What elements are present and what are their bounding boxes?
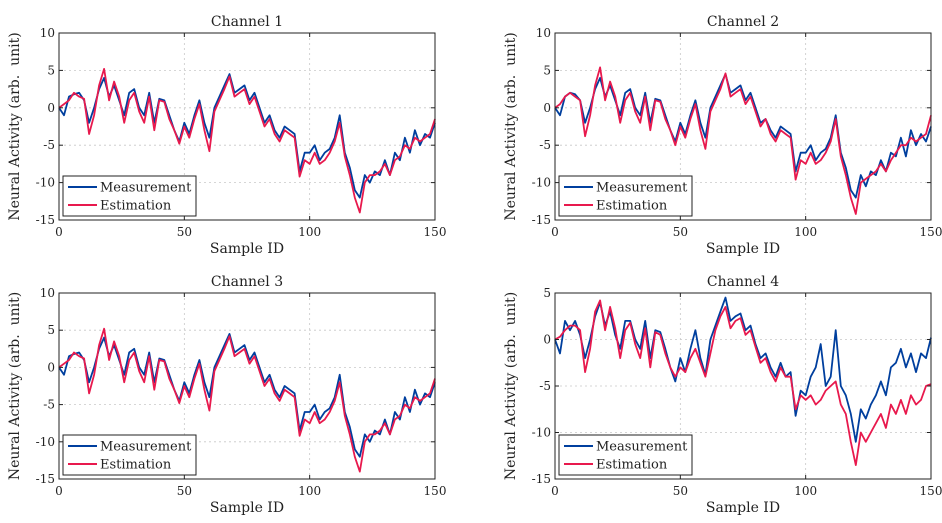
x-axis-label: Sample ID (210, 500, 284, 516)
y-tick-label: -15 (532, 472, 551, 486)
y-tick-label: -5 (539, 379, 551, 393)
y-tick-label: 10 (536, 26, 551, 40)
x-tick-label: 150 (920, 225, 942, 239)
legend-box (62, 434, 197, 476)
legend-label-estimation: Estimation (100, 199, 172, 214)
legend-box (558, 434, 693, 476)
y-tick-label: -5 (43, 138, 55, 152)
series-line-estimation (58, 68, 436, 214)
x-tick-label: 0 (551, 225, 559, 239)
chart-title: Channel 3 (211, 274, 283, 290)
legend-label-measurement: Measurement (596, 440, 688, 455)
legend-label-measurement: Measurement (100, 181, 192, 196)
plot-frame (554, 32, 932, 221)
y-tick-label: 0 (543, 101, 551, 115)
y-tick-label: 5 (543, 286, 551, 300)
chart-panel-1: 0 50 100 150 -15 -10 -5 0 5 10 Channel 1 Sample ID N… (7, 14, 446, 257)
chart-title: Channel 4 (707, 274, 779, 290)
y-tick-label: 5 (47, 63, 55, 77)
y-tick-label: -5 (539, 138, 551, 152)
x-tick-label: 100 (794, 484, 817, 498)
legend-label-estimation: Estimation (596, 199, 668, 214)
x-tick-label: 150 (424, 225, 447, 239)
y-tick-label: 10 (40, 286, 55, 300)
x-tick-label: 150 (920, 484, 942, 498)
y-axis-label: Neural Activity (arb. unit) (503, 292, 519, 480)
x-axis-label: Sample ID (210, 241, 284, 257)
y-tick-label: 5 (47, 323, 55, 337)
legend: Measurement Estimation (62, 434, 197, 476)
legend-label-estimation: Estimation (100, 458, 172, 473)
x-tick-label: 50 (673, 484, 688, 498)
y-tick-label: 0 (47, 360, 55, 374)
legend-box (62, 175, 197, 217)
legend: Measurement Estimation (62, 175, 197, 217)
chart-title: Channel 2 (707, 14, 779, 30)
y-axis-label: Neural Activity (arb. unit) (7, 32, 23, 220)
legend-label-estimation: Estimation (596, 458, 668, 473)
series-line-estimation (554, 299, 932, 467)
series-line-estimation (58, 327, 436, 473)
y-tick-label: 0 (47, 101, 55, 115)
plot-frame (58, 32, 436, 221)
x-axis-label: Sample ID (706, 241, 780, 257)
y-tick-label: -15 (36, 472, 55, 486)
x-tick-label: 100 (794, 225, 817, 239)
legend-label-measurement: Measurement (596, 181, 688, 196)
x-tick-label: 0 (551, 484, 559, 498)
y-tick-label: 5 (543, 63, 551, 77)
y-tick-label: 10 (40, 26, 55, 40)
series-line-estimation (554, 66, 932, 215)
legend-label-measurement: Measurement (100, 440, 192, 455)
x-tick-label: 50 (177, 484, 192, 498)
y-axis-label: Neural Activity (arb. unit) (7, 292, 23, 480)
x-tick-label: 100 (298, 225, 321, 239)
x-tick-label: 0 (55, 225, 63, 239)
plot-frame (58, 292, 436, 480)
chart-panel-4: 0 50 100 150 -15 -10 -5 0 5 Channel 4 Sample ID Neu… (503, 274, 942, 516)
y-tick-label: -15 (532, 213, 551, 227)
chart-title: Channel 1 (211, 14, 283, 30)
legend: Measurement Estimation (558, 175, 693, 217)
y-tick-label: -10 (36, 176, 55, 190)
series-line-measurement (554, 296, 932, 443)
chart-panel-2: 0 50 100 150 -15 -10 -5 0 5 10 Channel 2 Sample ID N… (503, 14, 942, 257)
x-tick-label: 100 (298, 484, 321, 498)
x-axis-label: Sample ID (706, 500, 780, 516)
chart-panel-3: 0 50 100 150 -15 -10 -5 0 5 10 Channel 3 Sample ID N… (7, 274, 446, 516)
y-tick-label: -10 (36, 435, 55, 449)
y-tick-label: 0 (543, 333, 551, 347)
x-tick-label: 50 (673, 225, 688, 239)
y-tick-label: -10 (532, 426, 551, 440)
y-tick-label: -15 (36, 213, 55, 227)
y-tick-label: -10 (532, 176, 551, 190)
legend-box (558, 175, 693, 217)
x-tick-label: 50 (177, 225, 192, 239)
y-axis-label: Neural Activity (arb. unit) (503, 32, 519, 220)
x-tick-label: 0 (55, 484, 63, 498)
y-tick-label: -5 (43, 398, 55, 412)
legend: Measurement Estimation (558, 434, 693, 476)
x-tick-label: 150 (424, 484, 447, 498)
